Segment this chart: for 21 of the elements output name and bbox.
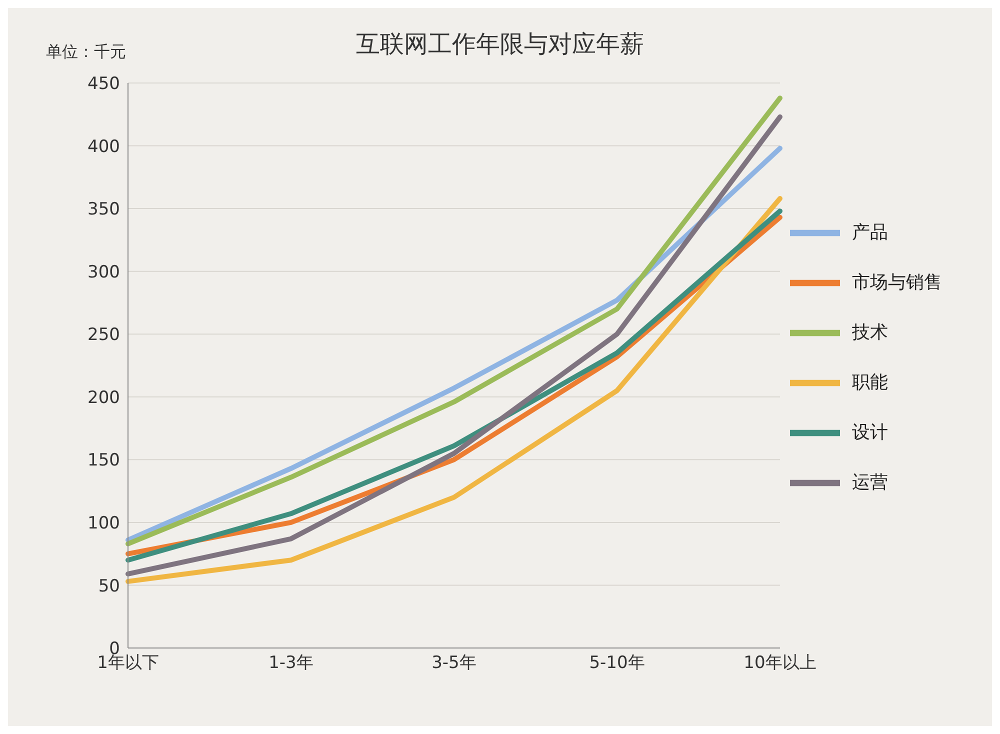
legend-label: 职能 [852, 372, 888, 393]
y-tick-label: 300 [88, 262, 120, 282]
legend-label: 市场与销售 [852, 272, 942, 293]
y-axis-title: 单位：千元 [46, 42, 126, 63]
x-tick-label: 1-3年 [268, 653, 314, 674]
x-tick-label: 10年以上 [744, 653, 816, 674]
y-tick-label: 200 [88, 388, 120, 408]
x-tick-label: 3-5年 [432, 653, 476, 674]
y-tick-label: 150 [88, 450, 120, 471]
legend-label: 产品 [852, 222, 888, 243]
chart-title: 互联网工作年限与对应年薪 [356, 30, 644, 58]
y-tick-label: 400 [88, 136, 120, 157]
y-tick-label: 350 [88, 200, 120, 220]
y-tick-label: 250 [88, 325, 120, 346]
y-tick-label: 50 [98, 576, 120, 596]
legend-label: 设计 [852, 422, 888, 443]
legend-label: 运营 [852, 472, 888, 493]
y-tick-label: 100 [88, 513, 120, 534]
legend-label: 技术 [852, 322, 888, 343]
x-tick-label: 5-10年 [589, 653, 645, 674]
y-tick-label: 450 [88, 74, 120, 94]
